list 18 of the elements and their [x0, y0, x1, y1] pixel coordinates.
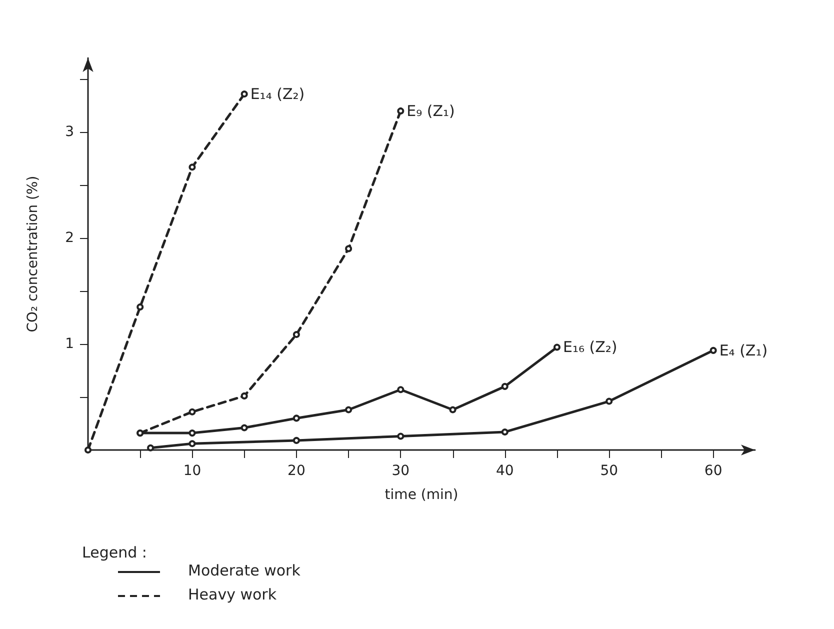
- text: Moderate work: [188, 562, 301, 580]
- x-tick-label: 50: [600, 463, 618, 479]
- series-label: E₁₆ (Z₂): [562, 338, 618, 356]
- y-tick-label: 1: [65, 336, 74, 352]
- y-tick-label: 2: [65, 230, 74, 246]
- x-tick-label: 40: [496, 463, 514, 479]
- x-tick-label: 20: [288, 463, 306, 479]
- x-tick-label: 30: [392, 463, 410, 479]
- text: Heavy work: [188, 586, 277, 604]
- y-axis-title: CO₂ concentration (%): [25, 176, 41, 332]
- x-axis-title: time (min): [384, 487, 458, 503]
- series-label: E₉ (Z₁): [406, 102, 455, 120]
- series-label: E₄ (Z₁): [719, 341, 768, 360]
- y-tick-label: 3: [65, 124, 74, 140]
- legend-title: Legend :: [82, 544, 147, 562]
- series-label: E₁₄ (Z₂): [250, 85, 305, 104]
- x-tick-label: 60: [704, 463, 722, 479]
- x-tick-label: 10: [183, 463, 202, 479]
